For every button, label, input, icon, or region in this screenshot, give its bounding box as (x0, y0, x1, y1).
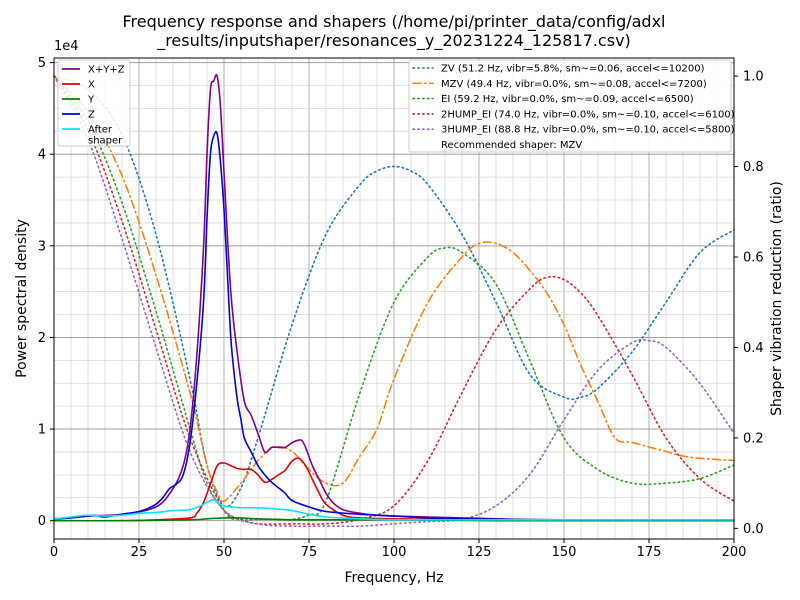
psd-line-1 (53, 457, 735, 522)
chart-title-line: _results/inputshaper/resonances_y_202312… (156, 31, 631, 51)
legend-psd-label: Y (87, 95, 95, 106)
x-tick-label: 75 (301, 545, 318, 560)
y2-tick-label: 0.0 (743, 522, 764, 537)
y-tick-label: 2 (38, 331, 46, 346)
x-tick-label: 200 (722, 545, 747, 560)
psd-line-4 (53, 498, 734, 521)
x-tick-label: 50 (216, 545, 233, 560)
x-tick-label: 25 (131, 545, 148, 560)
legend-shaper-label: 3HUMP_EI (88.8 Hz, vibr=0.0%, sm~=0.10, … (441, 125, 735, 136)
psd-lines (53, 73, 735, 522)
shaper-line-1 (53, 75, 735, 503)
y2-tick-label: 0.6 (743, 251, 764, 266)
legend-shapers-box (408, 59, 732, 153)
y2-tick-label: 0.4 (743, 341, 764, 356)
y2-tick-label: 0.2 (743, 431, 764, 446)
shaper-lines (53, 75, 735, 528)
psd-line-3 (53, 130, 735, 521)
legend-psd-label: Z (88, 110, 95, 121)
shaper-line-2 (53, 75, 735, 521)
legend-shaper-label: MZV (49.4 Hz, vibr=0.0%, sm~=0.08, accel… (441, 79, 707, 90)
shaper-line-3 (53, 75, 735, 525)
x-tick-label: 100 (382, 545, 407, 560)
legend-psd-label: X (88, 80, 95, 91)
y2-tick-label: 1.0 (743, 70, 764, 85)
y2-axis-label: Shaper vibration reduction (ratio) (769, 181, 785, 416)
x-axis-ticks: 0 25 50 75 100 125 150 175 200 (50, 539, 747, 560)
legend-psd-label: X+Y+Z (88, 65, 125, 76)
legend-psd-box (57, 59, 131, 147)
x-tick-label: 150 (552, 545, 577, 560)
x-tick-label: 175 (637, 545, 662, 560)
y-axis-ticks: 0 1 2 3 4 5 (38, 56, 54, 529)
chart-title: Frequency response and shapers (/home/pi… (122, 12, 665, 51)
shaper-line-0 (53, 75, 735, 508)
x-axis-label: Frequency, Hz (344, 570, 443, 586)
y-offset-label: 1e4 (54, 39, 79, 54)
x-tick-label: 0 (50, 545, 58, 560)
x-tick-label: 125 (467, 545, 492, 560)
legend-shaper-label: 2HUMP_EI (74.0 Hz, vibr=0.0%, sm~=0.10, … (441, 109, 735, 120)
legend-shaper-label: ZV (51.2 Hz, vibr=5.8%, sm~=0.06, accel<… (441, 64, 705, 75)
recommended-shaper-text: Recommended shaper: MZV (441, 140, 582, 151)
legend-psd-label: After (88, 125, 113, 136)
legend-psd-label: shaper (88, 136, 123, 147)
y-tick-label: 0 (38, 514, 46, 529)
y2-tick-label: 0.8 (743, 160, 764, 175)
legend-shapers: ZV (51.2 Hz, vibr=5.8%, sm~=0.06, accel<… (408, 59, 735, 153)
y-tick-label: 1 (38, 423, 46, 438)
y-axis-label: Power spectral density (14, 219, 30, 378)
y-tick-label: 4 (38, 148, 46, 163)
y-tick-label: 3 (38, 239, 46, 254)
y2-axis-ticks: 0.0 0.2 0.4 0.6 0.8 1.0 (734, 70, 764, 537)
psd-line-2 (53, 517, 734, 522)
legend-shaper-label: EI (59.2 Hz, vibr=0.0%, sm~=0.09, accel<… (441, 94, 694, 105)
chart-title-line: Frequency response and shapers (/home/pi… (122, 12, 665, 32)
y-tick-label: 5 (38, 56, 46, 71)
